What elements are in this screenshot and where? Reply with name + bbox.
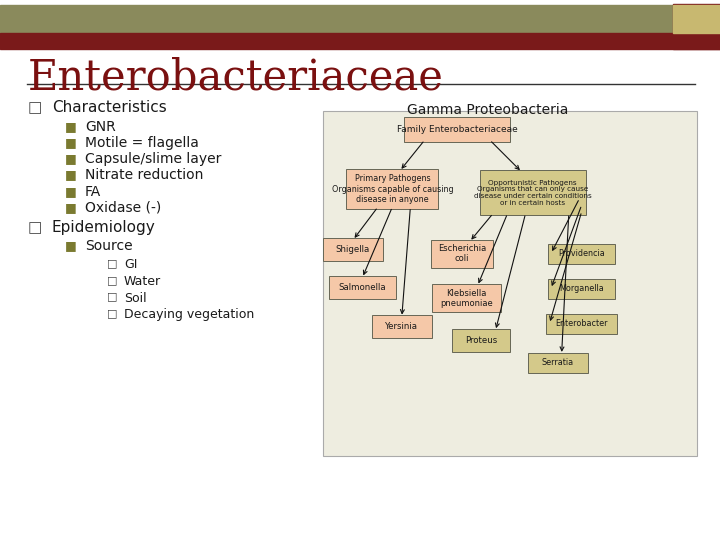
Bar xyxy=(0,5,673,35)
Text: Salmonella: Salmonella xyxy=(338,283,386,292)
Text: Primary Pathogens
Organisms capable of causing
disease in anyone: Primary Pathogens Organisms capable of c… xyxy=(332,174,453,204)
Text: Yersinia: Yersinia xyxy=(385,322,418,331)
Text: GNR: GNR xyxy=(85,120,116,134)
Text: Family Enterobacteriaceae: Family Enterobacteriaceae xyxy=(397,125,518,134)
Text: Enterobacteriaceae: Enterobacteriaceae xyxy=(27,57,444,99)
Text: Morganella: Morganella xyxy=(559,285,604,293)
Bar xyxy=(0,33,720,49)
Text: □: □ xyxy=(107,275,117,285)
FancyBboxPatch shape xyxy=(452,329,510,352)
Text: Shigella: Shigella xyxy=(336,245,370,254)
FancyBboxPatch shape xyxy=(528,353,588,373)
FancyBboxPatch shape xyxy=(549,279,615,299)
Text: ■: ■ xyxy=(65,136,76,149)
Text: FA: FA xyxy=(85,185,102,199)
Bar xyxy=(673,4,720,49)
Text: Gamma Proteobacteria: Gamma Proteobacteria xyxy=(407,103,568,117)
FancyBboxPatch shape xyxy=(323,238,383,261)
FancyBboxPatch shape xyxy=(546,314,617,334)
FancyBboxPatch shape xyxy=(346,169,438,208)
Text: Soil: Soil xyxy=(124,292,146,305)
FancyBboxPatch shape xyxy=(431,240,493,268)
Text: □: □ xyxy=(107,292,117,302)
Text: ■: ■ xyxy=(65,152,76,165)
Text: □: □ xyxy=(27,220,42,235)
Text: □: □ xyxy=(27,100,42,115)
FancyBboxPatch shape xyxy=(432,284,501,312)
Text: Escherichia
coli: Escherichia coli xyxy=(438,244,487,264)
Text: Epidemiology: Epidemiology xyxy=(52,220,156,235)
Text: Serratia: Serratia xyxy=(542,359,574,367)
Text: ■: ■ xyxy=(65,185,76,198)
Text: Source: Source xyxy=(85,239,132,253)
Text: GI: GI xyxy=(124,258,138,271)
FancyBboxPatch shape xyxy=(480,171,586,215)
FancyBboxPatch shape xyxy=(549,244,615,264)
Text: Decaying vegetation: Decaying vegetation xyxy=(124,308,254,321)
FancyBboxPatch shape xyxy=(404,117,510,142)
Text: ■: ■ xyxy=(65,120,76,133)
Text: Water: Water xyxy=(124,275,161,288)
Text: Enterobacter: Enterobacter xyxy=(556,320,608,328)
Bar xyxy=(673,5,720,33)
FancyBboxPatch shape xyxy=(372,315,432,338)
Text: Oxidase (-): Oxidase (-) xyxy=(85,201,161,215)
Text: Characteristics: Characteristics xyxy=(52,100,166,115)
Text: Nitrate reduction: Nitrate reduction xyxy=(85,168,203,183)
Text: ■: ■ xyxy=(65,168,76,181)
Text: ■: ■ xyxy=(65,239,76,252)
FancyBboxPatch shape xyxy=(328,276,396,299)
Text: Klebsiella
pneumoniae: Klebsiella pneumoniae xyxy=(440,288,493,308)
Text: Motile = flagella: Motile = flagella xyxy=(85,136,199,150)
Text: Capsule/slime layer: Capsule/slime layer xyxy=(85,152,221,166)
Text: Proteus: Proteus xyxy=(465,336,497,345)
Text: □: □ xyxy=(107,308,117,319)
FancyBboxPatch shape xyxy=(323,111,697,456)
Text: Providencia: Providencia xyxy=(559,249,605,258)
Text: Opportunistic Pathogens
Organisms that can only cause
disease under certain cond: Opportunistic Pathogens Organisms that c… xyxy=(474,180,592,206)
Text: ■: ■ xyxy=(65,201,76,214)
Text: □: □ xyxy=(107,258,117,268)
